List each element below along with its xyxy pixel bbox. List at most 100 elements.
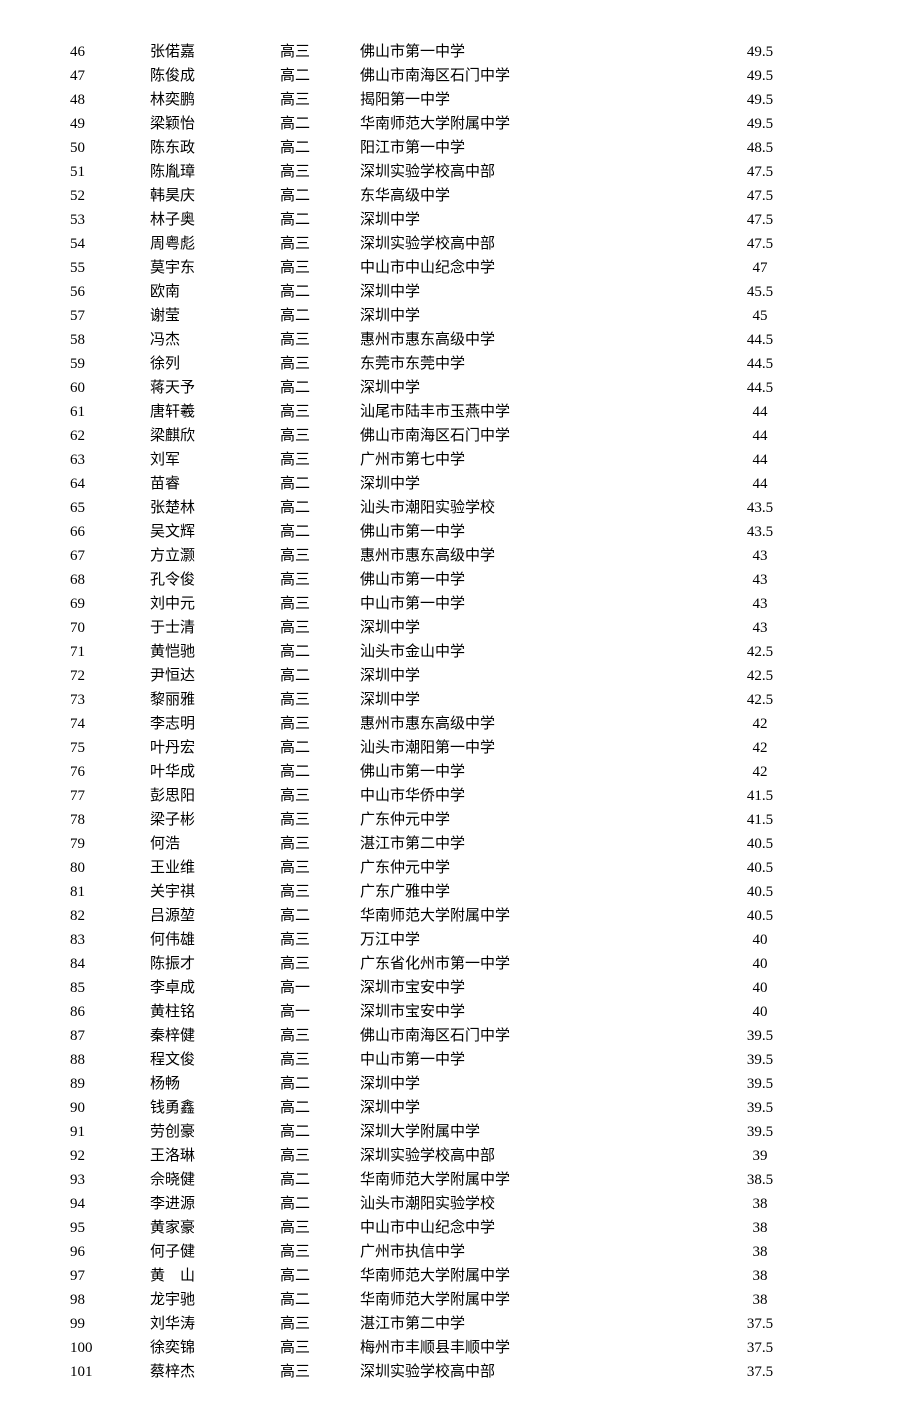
- grade-cell: 高三: [280, 352, 360, 376]
- table-row: 97黄 山高二华南师范大学附属中学38: [70, 1264, 920, 1288]
- table-row: 59徐列高三东莞市东莞中学44.5: [70, 352, 920, 376]
- index-cell: 74: [70, 712, 150, 736]
- grade-cell: 高三: [280, 256, 360, 280]
- table-row: 91劳创豪高二深圳大学附属中学39.5: [70, 1120, 920, 1144]
- school-cell: 广东广雅中学: [360, 880, 680, 904]
- grade-cell: 高二: [280, 1192, 360, 1216]
- name-cell: 叶华成: [150, 760, 280, 784]
- index-cell: 86: [70, 1000, 150, 1024]
- grade-cell: 高三: [280, 448, 360, 472]
- grade-cell: 高三: [280, 1048, 360, 1072]
- school-cell: 中山市华侨中学: [360, 784, 680, 808]
- grade-cell: 高三: [280, 616, 360, 640]
- table-row: 73黎丽雅高三深圳中学42.5: [70, 688, 920, 712]
- name-cell: 孔令俊: [150, 568, 280, 592]
- grade-cell: 高二: [280, 760, 360, 784]
- school-cell: 深圳大学附属中学: [360, 1120, 680, 1144]
- grade-cell: 高二: [280, 904, 360, 928]
- score-cell: 44: [680, 424, 840, 448]
- grade-cell: 高三: [280, 592, 360, 616]
- school-cell: 汕头市潮阳第一中学: [360, 736, 680, 760]
- name-cell: 李卓成: [150, 976, 280, 1000]
- name-cell: 梁子彬: [150, 808, 280, 832]
- index-cell: 79: [70, 832, 150, 856]
- index-cell: 73: [70, 688, 150, 712]
- grade-cell: 高二: [280, 1168, 360, 1192]
- index-cell: 91: [70, 1120, 150, 1144]
- grade-cell: 高二: [280, 376, 360, 400]
- score-cell: 43: [680, 544, 840, 568]
- grade-cell: 高二: [280, 64, 360, 88]
- index-cell: 84: [70, 952, 150, 976]
- grade-cell: 高三: [280, 1336, 360, 1360]
- table-row: 98龙宇驰高二华南师范大学附属中学38: [70, 1288, 920, 1312]
- score-cell: 37.5: [680, 1312, 840, 1336]
- name-cell: 张楚林: [150, 496, 280, 520]
- table-row: 72尹恒达高二深圳中学42.5: [70, 664, 920, 688]
- grade-cell: 高二: [280, 280, 360, 304]
- score-cell: 41.5: [680, 808, 840, 832]
- table-row: 69刘中元高三中山市第一中学43: [70, 592, 920, 616]
- name-cell: 谢莹: [150, 304, 280, 328]
- name-cell: 陈俊成: [150, 64, 280, 88]
- index-cell: 46: [70, 40, 150, 64]
- school-cell: 深圳中学: [360, 616, 680, 640]
- table-row: 70于士清高三深圳中学43: [70, 616, 920, 640]
- name-cell: 梁麒欣: [150, 424, 280, 448]
- name-cell: 唐轩羲: [150, 400, 280, 424]
- score-cell: 39.5: [680, 1120, 840, 1144]
- score-cell: 44.5: [680, 376, 840, 400]
- index-cell: 57: [70, 304, 150, 328]
- score-cell: 48.5: [680, 136, 840, 160]
- index-cell: 67: [70, 544, 150, 568]
- school-cell: 深圳中学: [360, 1072, 680, 1096]
- index-cell: 99: [70, 1312, 150, 1336]
- score-cell: 39.5: [680, 1048, 840, 1072]
- school-cell: 华南师范大学附属中学: [360, 1264, 680, 1288]
- school-cell: 揭阳第一中学: [360, 88, 680, 112]
- index-cell: 92: [70, 1144, 150, 1168]
- table-row: 61唐轩羲高三汕尾市陆丰市玉燕中学44: [70, 400, 920, 424]
- school-cell: 华南师范大学附属中学: [360, 904, 680, 928]
- table-row: 50陈东政高二阳江市第一中学48.5: [70, 136, 920, 160]
- grade-cell: 高三: [280, 424, 360, 448]
- index-cell: 70: [70, 616, 150, 640]
- score-cell: 40: [680, 1000, 840, 1024]
- grade-cell: 高二: [280, 1264, 360, 1288]
- grade-cell: 高三: [280, 328, 360, 352]
- name-cell: 程文俊: [150, 1048, 280, 1072]
- school-cell: 广州市执信中学: [360, 1240, 680, 1264]
- score-cell: 40: [680, 928, 840, 952]
- grade-cell: 高三: [280, 40, 360, 64]
- grade-cell: 高二: [280, 184, 360, 208]
- index-cell: 54: [70, 232, 150, 256]
- score-cell: 49.5: [680, 112, 840, 136]
- grade-cell: 高二: [280, 1096, 360, 1120]
- score-cell: 44: [680, 400, 840, 424]
- table-row: 54周粤彪高三深圳实验学校高中部47.5: [70, 232, 920, 256]
- index-cell: 48: [70, 88, 150, 112]
- score-cell: 42.5: [680, 664, 840, 688]
- table-row: 83何伟雄高三万江中学40: [70, 928, 920, 952]
- table-row: 88程文俊高三中山市第一中学39.5: [70, 1048, 920, 1072]
- index-cell: 49: [70, 112, 150, 136]
- grade-cell: 高二: [280, 136, 360, 160]
- index-cell: 66: [70, 520, 150, 544]
- school-cell: 深圳实验学校高中部: [360, 1360, 680, 1384]
- grade-cell: 高三: [280, 1360, 360, 1384]
- school-cell: 深圳中学: [360, 376, 680, 400]
- index-cell: 59: [70, 352, 150, 376]
- grade-cell: 高二: [280, 520, 360, 544]
- name-cell: 陈东政: [150, 136, 280, 160]
- name-cell: 于士清: [150, 616, 280, 640]
- index-cell: 60: [70, 376, 150, 400]
- table-row: 94李进源高二汕头市潮阳实验学校38: [70, 1192, 920, 1216]
- score-cell: 40.5: [680, 856, 840, 880]
- grade-cell: 高三: [280, 88, 360, 112]
- name-cell: 李进源: [150, 1192, 280, 1216]
- score-cell: 40: [680, 952, 840, 976]
- school-cell: 广州市第七中学: [360, 448, 680, 472]
- name-cell: 徐奕锦: [150, 1336, 280, 1360]
- index-cell: 72: [70, 664, 150, 688]
- grade-cell: 高二: [280, 736, 360, 760]
